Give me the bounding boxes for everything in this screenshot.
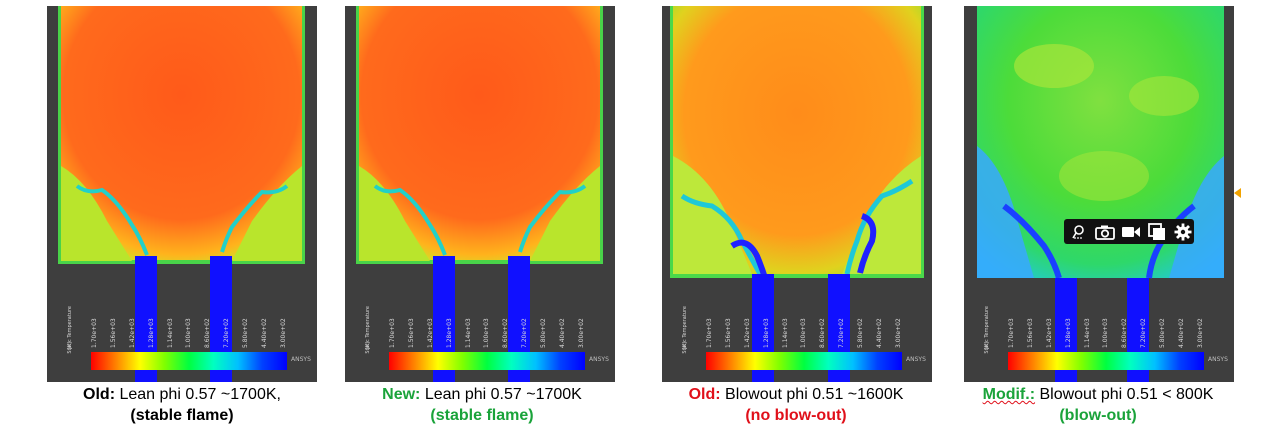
colorbar-tick: 4.40e+02 [559, 318, 567, 348]
colorbar-tick: 1.00e+03 [185, 318, 193, 348]
caption-line: Modif.: Blowout phi 0.51 < 800K [948, 384, 1248, 405]
colorbar-tick: 1.00e+03 [800, 318, 808, 348]
colorbar-tick: 1.14e+03 [781, 318, 789, 348]
colorbar-tick: 1.42e+03 [426, 318, 434, 348]
colorbar-tick: 1.70e+03 [1008, 318, 1015, 348]
pin-icon[interactable] [1068, 221, 1089, 243]
colorbar-tick: 3.00e+02 [894, 318, 902, 348]
colorbar-tick: 4.40e+02 [261, 318, 269, 348]
caption-prefix: Old: [688, 386, 721, 403]
cfd-panel-new-lean: Static Temperature [K] 1.70e+03 1.56e+03… [345, 6, 615, 382]
temperature-contour [356, 6, 603, 382]
caption-text: Lean phi 0.57 ~1700K [420, 386, 582, 403]
ansys-logo: ANSYS [906, 356, 926, 363]
colorbar-tick: 1.14e+03 [166, 318, 174, 348]
colorbar-tick: 7.20e+02 [521, 318, 529, 348]
colorbar-tick: 8.60e+02 [1121, 318, 1129, 348]
colorbar-tick: 1.70e+03 [91, 318, 98, 348]
colorbar-tick: 1.42e+03 [743, 318, 751, 348]
temperature-colorbar [389, 352, 585, 370]
colorbar-tick: 3.00e+02 [279, 318, 287, 348]
colorbar-tick: 7.20e+02 [838, 318, 846, 348]
colorbar-tick: 1.56e+03 [1026, 318, 1034, 348]
colorbar-tick: 1.28e+03 [147, 318, 155, 348]
temperature-contour [58, 6, 305, 382]
ansys-logo: ANSYS [1208, 356, 1228, 363]
colorbar-tick: 4.40e+02 [1178, 318, 1186, 348]
colorbar-tick: 1.28e+03 [445, 318, 453, 348]
colorbar-tick: 1.70e+03 [389, 318, 396, 348]
colorbar-tick: 3.00e+02 [577, 318, 585, 348]
caption-line: Old: Lean phi 0.57 ~1700K, [32, 384, 332, 405]
caption-note: (stable flame) [430, 407, 534, 424]
colorbar-ticks: 1.70e+03 1.56e+03 1.42e+03 1.28e+03 1.14… [706, 296, 902, 348]
temperature-colorbar [1008, 352, 1204, 370]
colorbar-unit: [K] [984, 342, 990, 350]
colorbar-tick: 1.70e+03 [706, 318, 713, 348]
caption-text: Lean phi 0.57 ~1700K, [115, 386, 281, 403]
colorbar-tick: 1.56e+03 [724, 318, 732, 348]
colorbar-tick: 5.80e+02 [857, 318, 865, 348]
colorbar-unit: [K] [682, 342, 688, 350]
colorbar-ticks: 1.70e+03 1.56e+03 1.42e+03 1.28e+03 1.14… [91, 296, 287, 348]
colorbar-unit: [K] [365, 342, 371, 350]
colorbar-tick: 5.80e+02 [540, 318, 548, 348]
caption-note: (stable flame) [130, 407, 234, 424]
caption-line: Old: Blowout phi 0.51 ~1600K [646, 384, 946, 405]
colorbar-tick: 8.60e+02 [819, 318, 827, 348]
caption-note: (no blow-out) [745, 407, 847, 424]
colorbar-tick: 1.56e+03 [109, 318, 117, 348]
caption-line: (no blow-out) [646, 405, 946, 426]
media-toolbar [1064, 219, 1194, 244]
caption-prefix: New: [382, 386, 421, 403]
cfd-panel-old-blowout: Static Temperature [K] 1.70e+03 1.56e+03… [662, 6, 932, 382]
colorbar-tick: 1.28e+03 [1064, 318, 1072, 348]
camera-icon[interactable] [1094, 221, 1115, 243]
colorbar-tick: 1.56e+03 [407, 318, 415, 348]
colorbar-tick: 1.00e+03 [1102, 318, 1110, 348]
colorbar-tick: 1.28e+03 [762, 318, 770, 348]
colorbar-tick: 5.80e+02 [1159, 318, 1167, 348]
colorbar-ticks: 1.70e+03 1.56e+03 1.42e+03 1.28e+03 1.14… [1008, 296, 1204, 348]
colorbar-tick: 1.14e+03 [1083, 318, 1091, 348]
colorbar-ticks: 1.70e+03 1.56e+03 1.42e+03 1.28e+03 1.14… [389, 296, 585, 348]
cfd-panel-modif-blowout: Static Temperature [K] 1.70e+03 1.56e+03… [964, 6, 1234, 382]
edge-marker [1234, 188, 1241, 198]
caption-note: (blow-out) [1059, 407, 1137, 424]
colorbar-tick: 1.00e+03 [483, 318, 491, 348]
caption-prefix: Old: [83, 386, 116, 403]
copy-icon[interactable] [1147, 221, 1168, 243]
caption-line: New: Lean phi 0.57 ~1700K [332, 384, 632, 405]
caption-line: (blow-out) [948, 405, 1248, 426]
colorbar-tick: 8.60e+02 [204, 318, 212, 348]
caption-text: Blowout phi 0.51 ~1600K [720, 386, 904, 403]
gear-icon[interactable] [1173, 221, 1194, 243]
caption-new-lean: New: Lean phi 0.57 ~1700K (stable flame) [332, 384, 632, 426]
video-icon[interactable] [1120, 221, 1141, 243]
colorbar-tick: 4.40e+02 [876, 318, 884, 348]
cfd-panel-old-lean: Static Temperature [K] 1.70e+03 1.56e+03… [47, 6, 317, 382]
caption-old-lean: Old: Lean phi 0.57 ~1700K, (stable flame… [32, 384, 332, 426]
temperature-colorbar [91, 352, 287, 370]
ansys-logo: ANSYS [291, 356, 311, 363]
ansys-logo: ANSYS [589, 356, 609, 363]
caption-text: Blowout phi 0.51 < 800K [1035, 386, 1214, 403]
caption-line: (stable flame) [32, 405, 332, 426]
temperature-contour [670, 6, 924, 382]
colorbar-unit: [K] [67, 342, 73, 350]
caption-modif-blowout: Modif.: Blowout phi 0.51 < 800K (blow-ou… [948, 384, 1248, 426]
colorbar-tick: 1.42e+03 [128, 318, 136, 348]
colorbar-tick: 1.14e+03 [464, 318, 472, 348]
colorbar-tick: 7.20e+02 [1140, 318, 1148, 348]
colorbar-tick: 3.00e+02 [1196, 318, 1204, 348]
colorbar-tick: 1.42e+03 [1045, 318, 1053, 348]
caption-prefix: Modif.: [982, 386, 1036, 403]
colorbar-tick: 5.80e+02 [242, 318, 250, 348]
caption-old-blowout: Old: Blowout phi 0.51 ~1600K (no blow-ou… [646, 384, 946, 426]
colorbar-tick: 7.20e+02 [223, 318, 231, 348]
colorbar-tick: 8.60e+02 [502, 318, 510, 348]
caption-line: (stable flame) [332, 405, 632, 426]
temperature-colorbar [706, 352, 902, 370]
